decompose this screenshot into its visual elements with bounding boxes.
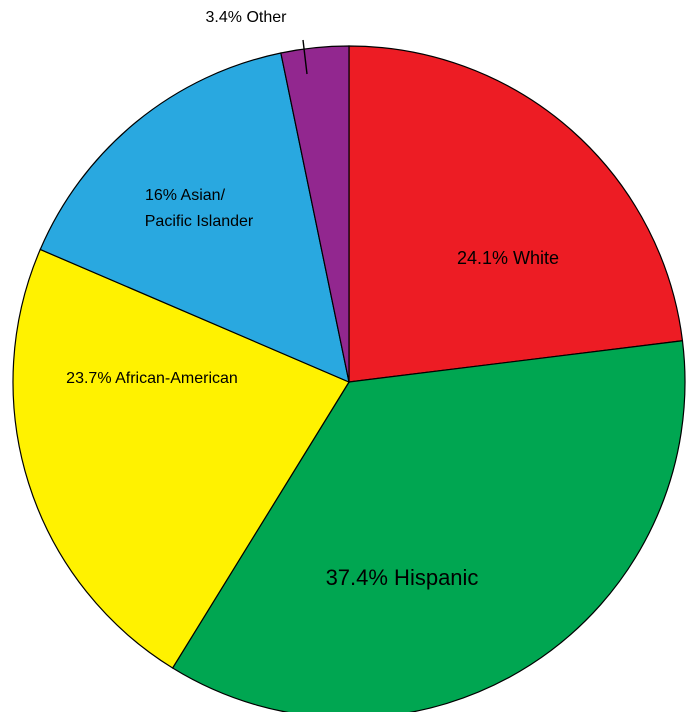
label-hispanic: 37.4% Hispanic [326, 565, 479, 590]
other-leader-line [302, 39, 308, 75]
label-african-american: 23.7% African-American [66, 370, 238, 387]
label-white: 24.1% White [457, 248, 559, 268]
pie-slice-other [280, 45, 350, 383]
pie-slice-asian-pacific-islander [39, 52, 350, 384]
label-asian-pacific-islander-line1: 16% Asian/ [145, 187, 226, 204]
pie-slice-white [348, 45, 684, 383]
pie-slices [12, 45, 686, 712]
label-other: 3.4% Other [206, 9, 288, 26]
label-asian-pacific-islander-line2: Pacific Islander [145, 213, 254, 230]
pie-slice-hispanic [171, 340, 686, 712]
pie-slice-african-american [12, 248, 350, 669]
